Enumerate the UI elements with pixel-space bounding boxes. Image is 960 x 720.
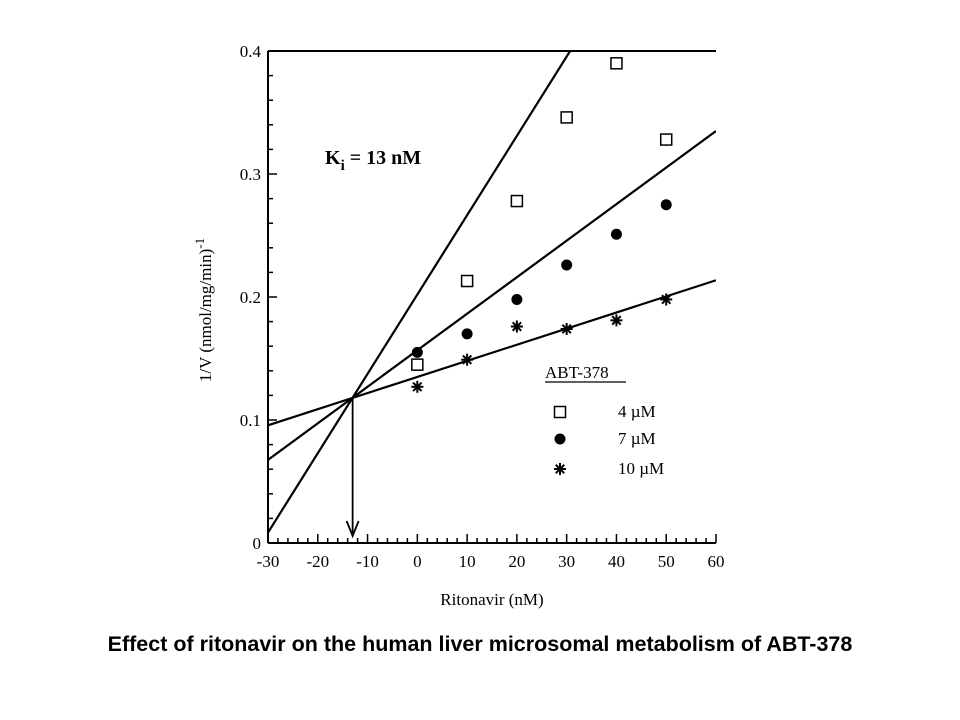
legend-marker-series-2 [554,433,566,445]
chart-area: -30 -20 -10 0 10 20 30 40 50 60 0 0.1 0.2 0.3 0.4 Riton… [192,42,725,609]
legend: ABT-378 4 µM 7 µM 10 µM [545,363,664,478]
chart-svg: -30 -20 -10 0 10 20 30 40 50 60 0 0.1 0.2 0.3 0.4 Riton… [192,42,725,609]
x-tick-label: 40 [608,552,625,571]
y-tick-label: 0.3 [240,165,261,184]
legend-label-series-2: 7 µM [618,429,656,448]
data-point [510,194,524,208]
fit-line-series-1 [268,51,572,534]
data-point [511,293,523,305]
asterisk-stroke [561,324,572,334]
data-point [660,293,673,306]
legend-label-series-3: 10 µM [618,459,664,478]
data-point [461,328,473,340]
x-tick-label: -30 [257,552,280,571]
asterisk-stroke [511,321,522,332]
asterisk-stroke [462,354,473,365]
data-point [461,353,474,366]
x-tick-label: 50 [658,552,675,571]
y-axis-title: 1/V (nmol/mg/min)-1 [192,238,216,382]
data-point [561,259,573,271]
x-tick-label: 20 [508,552,525,571]
x-tick-label: 60 [708,552,725,571]
x-tick-label: -10 [356,552,379,571]
asterisk-stroke [412,381,423,392]
ki-arrow-head [345,520,360,539]
legend-title: ABT-378 [545,363,609,382]
asterisk-stroke [555,464,565,474]
ki-annotation: Ki = 13 nM [325,147,421,174]
fit-line-series-2 [268,130,716,461]
y-tick-label: 0 [253,534,262,553]
data-point [560,111,573,124]
series-1-points [411,57,673,371]
data-point [411,380,424,393]
data-point [411,358,424,371]
x-tick-label: 10 [459,552,476,571]
legend-marker-series-3 [554,463,566,475]
y-tick-label: 0.4 [240,42,262,61]
data-point [460,274,474,288]
series-3-points [411,293,673,393]
data-point [560,322,573,335]
data-point [610,57,623,70]
y-tick-label: 0.1 [240,411,261,430]
data-point [660,199,672,211]
asterisk-stroke [661,294,672,305]
y-axis-title-superscript: -1 [192,238,207,249]
data-point [659,133,673,146]
series-2-points [411,199,672,358]
x-axis-title: Ritonavir (nM) [440,590,543,609]
legend-marker-series-1 [553,405,567,419]
data-point [510,320,523,333]
y-tick-label: 0.2 [240,288,261,307]
x-tick-label: 0 [413,552,422,571]
data-point [411,346,423,358]
asterisk-stroke [611,315,622,326]
fit-lines-group [268,51,716,534]
x-tick-label: 30 [558,552,575,571]
data-point [610,314,623,327]
legend-label-series-1: 4 µM [618,402,656,421]
ki-subscript: i [341,158,345,174]
ki-main: K [325,147,341,169]
figure-caption: Effect of ritonavir on the human liver m… [107,632,853,656]
data-point [610,228,622,240]
fit-line-series-3 [268,279,716,427]
x-tick-label: -20 [306,552,329,571]
ki-rest: = 13 nM [345,147,422,169]
